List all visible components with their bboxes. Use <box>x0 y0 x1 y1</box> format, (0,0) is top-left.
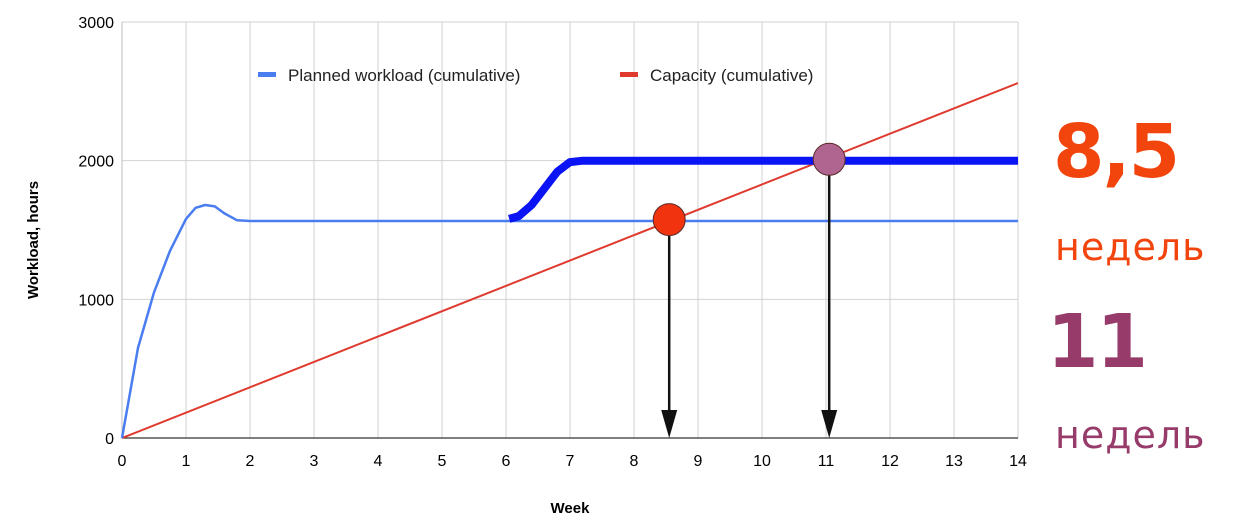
callout-first-unit: недель <box>1055 225 1206 269</box>
arrow-head-2 <box>821 410 838 438</box>
x-tick-label-11: 11 <box>818 453 835 470</box>
series <box>120 82 1019 439</box>
arrow-head-1 <box>661 410 678 438</box>
intersection-point-1 <box>652 203 686 237</box>
x-tick-label-7: 7 <box>566 453 575 470</box>
x-tick-label-1: 1 <box>182 453 191 470</box>
callout-first-number: 8,5 <box>1053 109 1180 195</box>
legend-label-planned: Planned workload (cumulative) <box>288 66 520 85</box>
y-tick-label-2000: 2000 <box>78 154 114 171</box>
thick-workload-line <box>508 156 1018 223</box>
x-tick-label-13: 13 <box>945 453 963 470</box>
x-tick-label-2: 2 <box>246 453 255 470</box>
series-line-planned-workload <box>120 203 1018 439</box>
legend-swatch-planned <box>258 72 276 77</box>
x-axis-title: Week <box>551 500 591 517</box>
y-tick-label-0: 0 <box>105 431 114 448</box>
x-tick-label-10: 10 <box>753 453 771 470</box>
gridlines <box>121 21 1019 439</box>
annotations <box>508 142 1018 438</box>
intersection-point-2 <box>812 142 846 176</box>
x-tick-label-14: 14 <box>1009 453 1027 470</box>
x-tick-label-8: 8 <box>630 453 639 470</box>
x-tick-label-4: 4 <box>374 453 383 470</box>
x-tick-label-3: 3 <box>310 453 319 470</box>
y-tick-label-1000: 1000 <box>78 292 114 309</box>
legend: Planned workload (cumulative) Capacity (… <box>258 66 813 85</box>
callout-second-number: 11 <box>1047 299 1148 385</box>
callout-second-unit: недель <box>1055 413 1206 457</box>
series-line-capacity <box>121 82 1019 439</box>
legend-swatch-capacity <box>620 72 638 77</box>
y-axis-title: Workload, hours <box>25 181 42 299</box>
x-tick-label-0: 0 <box>118 453 127 470</box>
y-tick-label-3000: 3000 <box>78 15 114 32</box>
x-tick-label-12: 12 <box>881 453 899 470</box>
legend-label-capacity: Capacity (cumulative) <box>650 66 813 85</box>
x-tick-label-6: 6 <box>502 453 511 470</box>
x-tick-label-9: 9 <box>694 453 703 470</box>
x-tick-label-5: 5 <box>438 453 447 470</box>
axes <box>121 22 1018 439</box>
